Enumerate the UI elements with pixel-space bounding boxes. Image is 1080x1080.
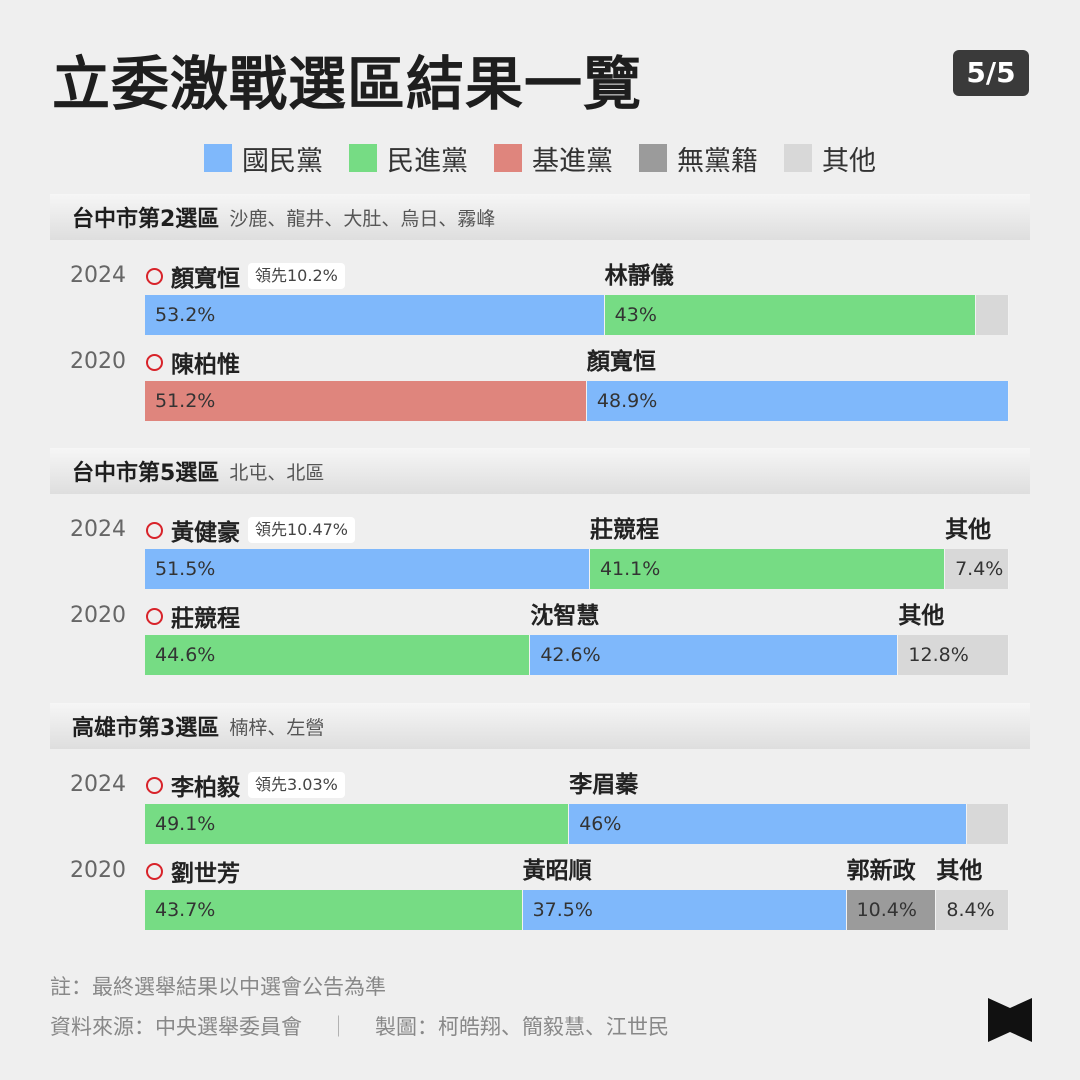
result-bar: 53.2% 43% <box>145 295 1009 335</box>
bar-segment: 49.1% <box>145 804 570 844</box>
legend-item: 其他 <box>784 139 876 178</box>
row-year: 2024 <box>70 263 126 288</box>
winner-label: 劉世芳 <box>146 856 240 887</box>
legend-swatch <box>494 144 522 172</box>
bar-segment: 46% <box>569 804 967 844</box>
candidate-name: 其他 <box>945 517 992 543</box>
source-text: 資料來源：中央選舉委員會 <box>50 1015 302 1039</box>
credits-text: 製圖：柯皓翔、簡毅慧、江世民 <box>375 1015 669 1039</box>
row-year: 2024 <box>70 772 126 797</box>
winner-circle-icon <box>146 776 163 794</box>
candidate-name: 李眉蓁 <box>569 772 639 798</box>
bar-segment <box>966 804 1009 844</box>
legend-label: 民進黨 <box>387 145 468 177</box>
bar-segment: 12.8% <box>898 635 1009 675</box>
footer-separator: ｜ <box>328 1015 349 1039</box>
result-bar: 49.1% 46% <box>145 804 1009 844</box>
winner-name: 顏寬恒 <box>171 266 240 292</box>
district-name: 台中市第5選區 <box>72 461 220 486</box>
legend-label: 國民黨 <box>242 145 323 177</box>
legend-item: 民進黨 <box>349 139 468 178</box>
legend-swatch <box>784 144 812 172</box>
legend-item: 無黨籍 <box>639 139 758 178</box>
row-year: 2020 <box>70 349 126 374</box>
lead-badge: 領先10.47% <box>248 517 356 543</box>
lead-badge: 領先3.03% <box>248 772 345 798</box>
legend-label: 無黨籍 <box>677 145 758 177</box>
winner-label: 陳柏惟 <box>146 347 240 378</box>
candidate-name: 顏寬恒 <box>586 349 656 375</box>
bar-segment: 44.6% <box>145 635 531 675</box>
legend-label: 基進黨 <box>532 145 613 177</box>
winner-name: 李柏毅 <box>171 775 240 801</box>
candidate-name: 其他 <box>936 858 983 884</box>
footer-credits: 資料來源：中央選舉委員會 ｜ 製圖：柯皓翔、簡毅慧、江世民 <box>50 1012 669 1042</box>
page-title: 立委激戰選區結果一覽 <box>52 50 643 118</box>
winner-circle-icon <box>146 862 163 880</box>
bar-segment: 48.9% <box>586 381 1009 421</box>
bar-segment: 53.2% <box>145 295 605 335</box>
bar-segment: 51.5% <box>145 549 590 589</box>
district-name: 高雄市第3選區 <box>72 716 220 741</box>
bar-segment: 37.5% <box>522 890 847 930</box>
result-bar: 51.5% 41.1% 7.4% <box>145 549 1009 589</box>
district-areas: 楠梓、左營 <box>229 716 325 739</box>
winner-label: 黃健豪 領先10.47% <box>146 515 356 546</box>
district-header: 高雄市第3選區 楠梓、左營 <box>50 703 1030 749</box>
legend-item: 國民黨 <box>204 139 323 178</box>
winner-label: 顏寬恒 領先10.2% <box>146 261 345 292</box>
bowtie-logo-icon <box>988 998 1032 1042</box>
winner-name: 陳柏惟 <box>171 352 240 378</box>
bar-segment: 42.6% <box>530 635 899 675</box>
page-indicator-badge: 5/5 <box>953 50 1029 96</box>
result-bar: 43.7% 37.5% 10.4% 8.4% <box>145 890 1009 930</box>
candidate-name: 其他 <box>898 603 945 629</box>
winner-name: 莊競程 <box>171 606 240 632</box>
legend-item: 基進黨 <box>494 139 613 178</box>
candidate-name: 黃昭順 <box>522 858 592 884</box>
candidate-name: 郭新政 <box>846 858 916 884</box>
winner-label: 莊競程 <box>146 601 240 632</box>
district-areas: 北屯、北區 <box>229 461 325 484</box>
district-areas: 沙鹿、龍井、大肚、烏日、霧峰 <box>229 207 496 230</box>
result-bar: 44.6% 42.6% 12.8% <box>145 635 1009 675</box>
legend-swatch <box>204 144 232 172</box>
bar-segment: 51.2% <box>145 381 587 421</box>
lead-badge: 領先10.2% <box>248 263 345 289</box>
candidate-name: 沈智慧 <box>530 603 600 629</box>
winner-circle-icon <box>146 267 163 285</box>
bar-segment: 43.7% <box>145 890 523 930</box>
district-header: 台中市第5選區 北屯、北區 <box>50 448 1030 494</box>
row-year: 2024 <box>70 517 126 542</box>
winner-circle-icon <box>146 607 163 625</box>
result-bar: 51.2% 48.9% <box>145 381 1009 421</box>
district-header: 台中市第2選區 沙鹿、龍井、大肚、烏日、霧峰 <box>50 194 1030 240</box>
candidate-name: 林靜儀 <box>604 263 674 289</box>
legend: 國民黨 民進黨 基進黨 無黨籍 其他 <box>0 136 1080 180</box>
bar-segment: 41.1% <box>589 549 946 589</box>
district-name: 台中市第2選區 <box>72 207 220 232</box>
bar-segment: 8.4% <box>936 890 1009 930</box>
bar-segment <box>976 295 1009 335</box>
winner-name: 黃健豪 <box>171 520 240 546</box>
winner-label: 李柏毅 領先3.03% <box>146 770 345 801</box>
legend-label: 其他 <box>822 145 876 177</box>
candidate-name: 莊競程 <box>589 517 659 543</box>
winner-circle-icon <box>146 521 163 539</box>
legend-swatch <box>639 144 667 172</box>
winner-circle-icon <box>146 353 163 371</box>
legend-swatch <box>349 144 377 172</box>
row-year: 2020 <box>70 858 126 883</box>
bar-segment: 43% <box>604 295 977 335</box>
footnote: 註：最終選舉結果以中選會公告為準 <box>50 975 386 999</box>
row-year: 2020 <box>70 603 126 628</box>
bar-segment: 10.4% <box>846 890 937 930</box>
bar-segment: 7.4% <box>945 549 1009 589</box>
winner-name: 劉世芳 <box>171 861 240 887</box>
